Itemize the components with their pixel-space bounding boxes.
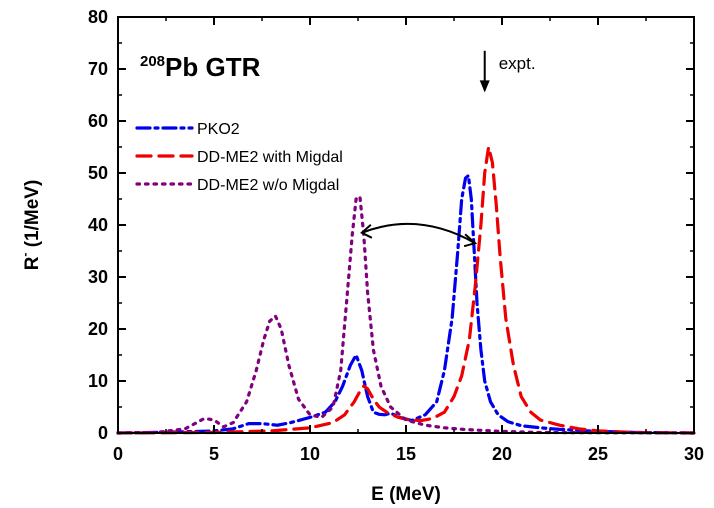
x-tick-label: 30: [684, 444, 704, 464]
series-layer: [116, 146, 696, 435]
x-axis-title: E (MeV): [371, 484, 441, 505]
annotation-layer: expt.: [360, 50, 536, 248]
expt-arrow-head: [479, 80, 490, 93]
legend: PKO2 DD-ME2 with Migdal DD-ME2 w/o Migdal: [135, 121, 343, 194]
x-tick-label: 10: [300, 444, 320, 464]
legend-label-0: PKO2: [197, 121, 240, 138]
y-tick-label: 50: [88, 163, 108, 183]
x-tick-label: 25: [588, 444, 608, 464]
shift-arrow-head-left: [360, 224, 373, 239]
y-tick-label: 80: [88, 7, 108, 27]
y-axis-title: R- (1/MeV): [18, 180, 43, 271]
y-tick-label: 40: [88, 215, 108, 235]
y-tick-label: 30: [88, 267, 108, 287]
legend-label-2: DD-ME2 w/o Migdal: [197, 177, 339, 194]
shift-arrow-head-right: [463, 233, 478, 248]
chart-title-text: Pb GTR: [165, 52, 261, 82]
x-tick-label: 15: [396, 444, 416, 464]
tick-label-layer: 0 5 10 15 20 25 30 0 10 20 30 40 50 60 70 80: [88, 7, 704, 464]
y-axis-title-superscript: -: [18, 253, 32, 257]
chart-title-superscript: 208: [140, 53, 165, 70]
y-axis-title-unit: (1/MeV): [22, 180, 43, 253]
y-tick-label: 20: [88, 319, 108, 339]
series-line-2: [116, 193, 696, 435]
y-tick-label: 0: [98, 423, 108, 443]
series-line-1: [116, 146, 696, 435]
x-tick-label: 5: [209, 444, 219, 464]
y-axis-title-main: R: [22, 256, 43, 270]
x-tick-label: 20: [492, 444, 512, 464]
legend-label-1: DD-ME2 with Migdal: [197, 149, 343, 166]
shift-arrow-curve: [361, 222, 476, 245]
x-tick-label: 0: [113, 444, 123, 464]
y-tick-label: 60: [88, 111, 108, 131]
expt-label: expt.: [499, 54, 536, 73]
chart-title: 208Pb GTR: [140, 52, 261, 82]
y-tick-label: 70: [88, 59, 108, 79]
y-tick-label: 10: [88, 371, 108, 391]
series-line-0: [116, 172, 696, 435]
ticks-layer: [117, 16, 695, 434]
